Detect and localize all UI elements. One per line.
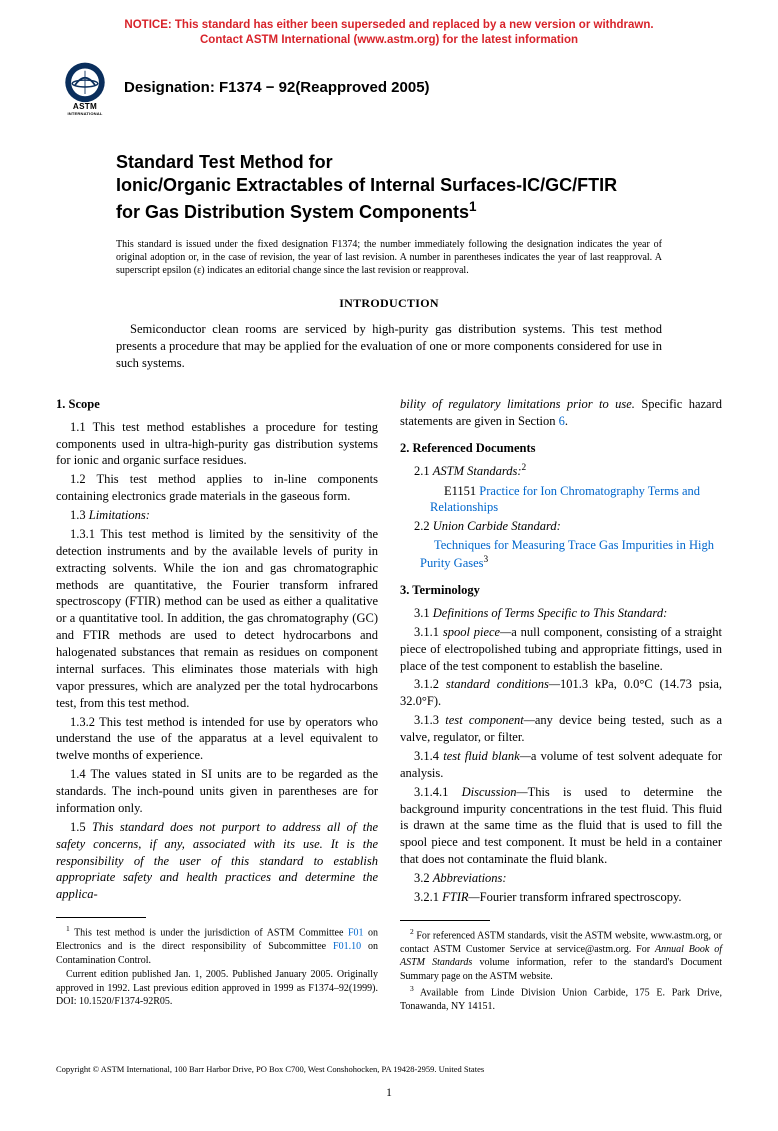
designation: Designation: F1374 − 92(Reapproved 2005) [124, 76, 430, 98]
ref-e1151: E1151 Practice for Ion Chromatography Te… [400, 483, 722, 517]
notice-line-1: NOTICE: This standard has either been su… [124, 19, 653, 31]
header-row: ASTM INTERNATIONAL Designation: F1374 − … [56, 58, 722, 116]
svg-text:ASTM: ASTM [73, 102, 97, 111]
right-column: bility of regulatory limitations prior t… [400, 396, 722, 1015]
footnotes-left: 1 This test method is under the jurisdic… [56, 924, 378, 1008]
left-column: 1. Scope 1.1 This test method establishe… [56, 396, 378, 1015]
body-columns: 1. Scope 1.1 This test method establishe… [56, 396, 722, 1015]
footnote-rule [56, 917, 146, 918]
footnote-3: 3 Available from Linde Division Union Ca… [400, 984, 722, 1013]
link-f01[interactable]: F01 [348, 928, 364, 939]
footnote-rule-right [400, 920, 490, 921]
intro-heading: INTRODUCTION [56, 295, 722, 311]
astm-logo: ASTM INTERNATIONAL [56, 58, 114, 116]
svg-text:INTERNATIONAL: INTERNATIONAL [67, 111, 102, 116]
para-1-3-1: 1.3.1 This test method is limited by the… [56, 526, 378, 712]
para-1-5: 1.5 This standard does not purport to ad… [56, 819, 378, 903]
section-2-heading: 2. Referenced Documents [400, 440, 722, 457]
footnotes-right: 2 For referenced ASTM standards, visit t… [400, 927, 722, 1014]
footnote-1a: 1 This test method is under the jurisdic… [56, 924, 378, 967]
para-3-1: 3.1 Definitions of Terms Specific to Thi… [400, 605, 722, 622]
title-line-2: Ionic/Organic Extractables of Internal S… [116, 174, 702, 197]
link-union-carbide[interactable]: Techniques for Measuring Trace Gas Impur… [420, 538, 714, 570]
para-1-2: 1.2 This test method applies to in-line … [56, 471, 378, 505]
para-3-2: 3.2 Abbreviations: [400, 870, 722, 887]
para-2-1: 2.1 ASTM Standards:2 [400, 462, 722, 480]
page: NOTICE: This standard has either been su… [0, 0, 778, 1131]
title-block: Standard Test Method for Ionic/Organic E… [116, 151, 702, 224]
para-1-4: 1.4 The values stated in SI units are to… [56, 766, 378, 817]
intro-text: Semiconductor clean rooms are serviced b… [116, 321, 662, 372]
notice-banner: NOTICE: This standard has either been su… [56, 18, 722, 48]
para-3-1-1: 3.1.1 spool piece—a null component, cons… [400, 624, 722, 675]
para-3-1-4-1: 3.1.4.1 Discussion—This is used to deter… [400, 784, 722, 868]
para-3-1-4: 3.1.4 test fluid blank—a volume of test … [400, 748, 722, 782]
footnote-2: 2 For referenced ASTM standards, visit t… [400, 927, 722, 983]
para-1-3: 1.3 Limitations: [56, 507, 378, 524]
para-1-3-2: 1.3.2 This test method is intended for u… [56, 714, 378, 765]
section-3-heading: 3. Terminology [400, 582, 722, 599]
ref-union-carbide: Techniques for Measuring Trace Gas Impur… [400, 537, 722, 572]
para-2-2: 2.2 Union Carbide Standard: [400, 518, 722, 535]
para-1-1: 1.1 This test method establishes a proce… [56, 419, 378, 470]
para-3-2-1: 3.2.1 FTIR—Fourier transform infrared sp… [400, 889, 722, 906]
notice-line-2: Contact ASTM International (www.astm.org… [200, 34, 578, 46]
title-line-1: Standard Test Method for [116, 151, 702, 174]
para-3-1-2: 3.1.2 standard conditions—101.3 kPa, 0.0… [400, 676, 722, 710]
link-f0110[interactable]: F01.10 [333, 941, 361, 952]
issuance-note: This standard is issued under the fixed … [116, 238, 662, 277]
title-line-3: for Gas Distribution System Components1 [116, 198, 702, 224]
copyright: Copyright © ASTM International, 100 Barr… [56, 1064, 722, 1075]
page-number: 1 [56, 1086, 722, 1102]
footnote-1b: Current edition published Jan. 1, 2005. … [56, 968, 378, 1009]
para-3-1-3: 3.1.3 test component—any device being te… [400, 712, 722, 746]
para-1-5-cont: bility of regulatory limitations prior t… [400, 396, 722, 430]
section-1-heading: 1. Scope [56, 396, 378, 413]
